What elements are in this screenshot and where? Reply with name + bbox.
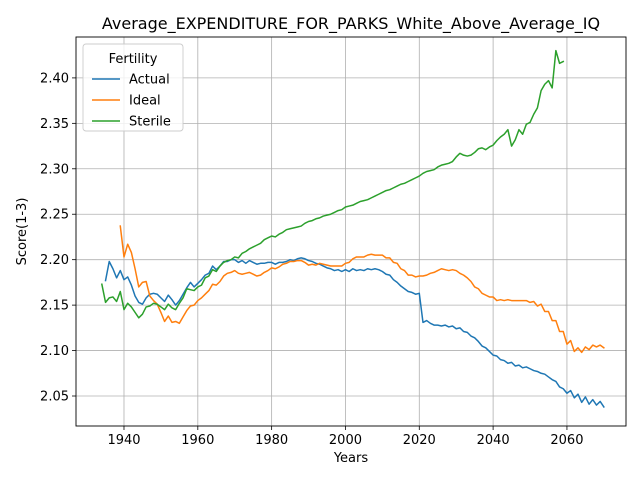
legend: Fertility Actual Ideal Sterile <box>82 43 184 132</box>
y-tick-label: 2.40 <box>40 71 69 86</box>
x-tick-label: 2060 <box>550 433 583 448</box>
legend-title: Fertility <box>109 52 158 67</box>
legend-label-actual: Actual <box>129 73 170 88</box>
x-tick-label: 2020 <box>403 433 436 448</box>
y-tick-label: 2.15 <box>40 299 69 314</box>
y-tick-label: 2.30 <box>40 162 69 177</box>
y-tick-label: 2.20 <box>40 253 69 268</box>
x-axis-label: Years <box>333 451 369 466</box>
series-line-ideal <box>119 225 605 354</box>
y-tick-label: 2.25 <box>40 208 69 223</box>
legend-label-ideal: Ideal <box>129 94 161 109</box>
x-tick-label: 2000 <box>329 433 362 448</box>
y-axis-label: Score(1-3) <box>15 198 30 266</box>
y-tick-label: 2.10 <box>40 344 69 359</box>
legend-label-sterile: Sterile <box>129 115 171 130</box>
y-tick-label: 2.05 <box>40 390 69 405</box>
x-tick-label: 1980 <box>255 433 288 448</box>
series-line-actual <box>104 257 605 408</box>
axis-ticks: 1940 1960 1980 2000 2020 2040 2060 2.05 2.10 2.15… <box>40 71 583 448</box>
x-tick-label: 1940 <box>107 433 140 448</box>
plot-area-frame <box>75 36 627 427</box>
plot-lines <box>100 49 605 408</box>
y-tick-label: 2.35 <box>40 117 69 132</box>
chart-title: Average_EXPENDITURE_FOR_PARKS_White_Abov… <box>102 14 600 34</box>
series-line-sterile <box>100 49 565 319</box>
x-tick-label: 2040 <box>477 433 510 448</box>
x-tick-label: 1960 <box>181 433 214 448</box>
legend-box <box>82 43 184 132</box>
